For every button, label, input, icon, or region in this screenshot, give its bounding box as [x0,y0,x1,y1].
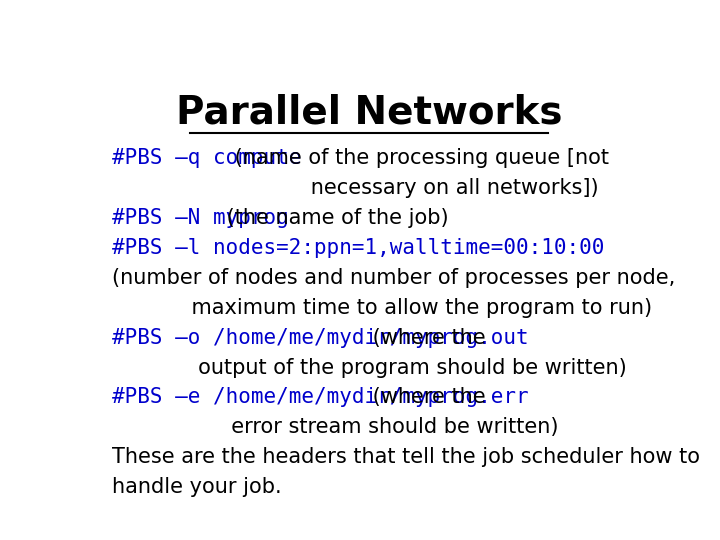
Text: (where the: (where the [366,388,486,408]
Text: #PBS –N myprog: #PBS –N myprog [112,208,289,228]
Text: #PBS –q compute: #PBS –q compute [112,148,302,168]
Text: (number of nodes and number of processes per node,: (number of nodes and number of processes… [112,268,675,288]
Text: #PBS –l nodes=2:ppn=1,walltime=00:10:00: #PBS –l nodes=2:ppn=1,walltime=00:10:00 [112,238,605,258]
Text: handle your job.: handle your job. [112,477,282,497]
Text: These are the headers that tell the job scheduler how to: These are the headers that tell the job … [112,447,701,467]
Text: #PBS –o /home/me/mydir/myprog.out: #PBS –o /home/me/mydir/myprog.out [112,328,529,348]
Text: Parallel Networks: Parallel Networks [176,94,562,132]
Text: maximum time to allow the program to run): maximum time to allow the program to run… [112,298,652,318]
Text: output of the program should be written): output of the program should be written) [112,357,627,377]
Text: (where the: (where the [366,328,486,348]
Text: (the name of the job): (the name of the job) [220,208,449,228]
Text: necessary on all networks]): necessary on all networks]) [112,178,599,198]
Text: (name of the processing queue [not: (name of the processing queue [not [228,148,609,168]
Text: error stream should be written): error stream should be written) [112,417,559,437]
Text: #PBS –e /home/me/mydir/myprog.err: #PBS –e /home/me/mydir/myprog.err [112,388,529,408]
